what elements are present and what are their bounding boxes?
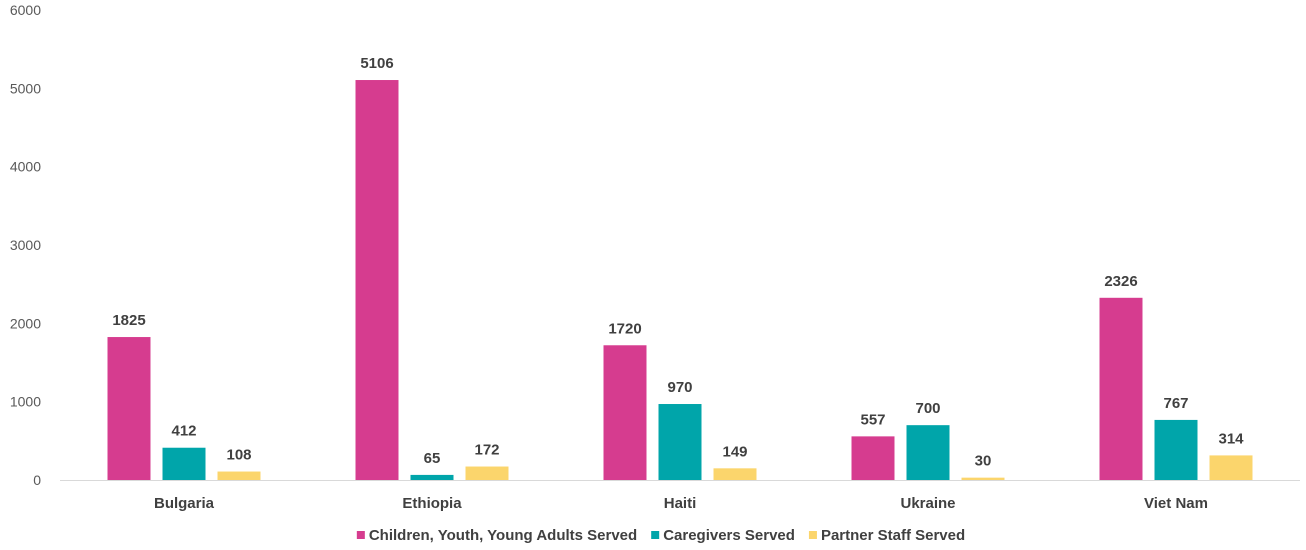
legend-swatch bbox=[357, 531, 365, 539]
data-label: 172 bbox=[474, 442, 499, 459]
bar bbox=[411, 475, 454, 480]
y-tick-label: 2000 bbox=[10, 315, 41, 331]
category-label: Haiti bbox=[664, 495, 697, 512]
legend-label: Partner Staff Served bbox=[821, 527, 965, 544]
bar bbox=[604, 345, 647, 480]
data-label: 30 bbox=[975, 453, 992, 470]
category-label: Ethiopia bbox=[402, 495, 462, 512]
bar bbox=[659, 404, 702, 480]
data-label: 314 bbox=[1218, 430, 1244, 447]
bars-group bbox=[108, 80, 1253, 480]
data-label: 1825 bbox=[112, 312, 145, 329]
y-tick-label: 3000 bbox=[10, 237, 41, 253]
bar bbox=[1100, 298, 1143, 480]
bar bbox=[1155, 420, 1198, 480]
bar bbox=[108, 337, 151, 480]
legend-label: Children, Youth, Young Adults Served bbox=[369, 527, 637, 544]
data-label: 557 bbox=[860, 411, 885, 428]
y-tick-label: 5000 bbox=[10, 80, 41, 96]
bar bbox=[466, 467, 509, 480]
legend-item: Children, Youth, Young Adults Served bbox=[357, 527, 637, 544]
data-label: 767 bbox=[1163, 395, 1188, 412]
bar bbox=[163, 448, 206, 480]
category-label: Viet Nam bbox=[1144, 495, 1208, 512]
y-axis-ticks: 0 1000 2000 3000 4000 5000 6000 bbox=[10, 2, 41, 488]
legend-item: Partner Staff Served bbox=[809, 527, 965, 544]
y-tick-label: 1000 bbox=[10, 394, 41, 410]
data-label: 1720 bbox=[608, 320, 641, 337]
data-label: 412 bbox=[171, 423, 196, 440]
data-label: 970 bbox=[667, 379, 692, 396]
legend-label: Caregivers Served bbox=[663, 527, 795, 544]
bar bbox=[962, 478, 1005, 480]
legend-swatch bbox=[809, 531, 817, 539]
bar bbox=[714, 468, 757, 480]
legend: Children, Youth, Young Adults Served Care… bbox=[357, 527, 965, 544]
category-label: Bulgaria bbox=[154, 495, 215, 512]
category-labels-group: Bulgaria Ethiopia Haiti Ukraine Viet Nam bbox=[154, 495, 1208, 512]
y-tick-label: 6000 bbox=[10, 2, 41, 18]
bar bbox=[1210, 455, 1253, 480]
y-tick-label: 4000 bbox=[10, 159, 41, 175]
bar bbox=[218, 472, 261, 480]
legend-item: Caregivers Served bbox=[651, 527, 795, 544]
data-label: 65 bbox=[424, 450, 441, 467]
bar bbox=[907, 425, 950, 480]
data-label: 700 bbox=[915, 400, 940, 417]
data-label: 108 bbox=[226, 447, 251, 464]
category-label: Ukraine bbox=[900, 495, 955, 512]
bar bbox=[356, 80, 399, 480]
legend-swatch bbox=[651, 531, 659, 539]
data-label: 5106 bbox=[360, 55, 393, 72]
y-tick-label: 0 bbox=[33, 472, 41, 488]
data-label: 2326 bbox=[1104, 273, 1137, 290]
data-label: 149 bbox=[722, 443, 747, 460]
bar bbox=[852, 436, 895, 480]
